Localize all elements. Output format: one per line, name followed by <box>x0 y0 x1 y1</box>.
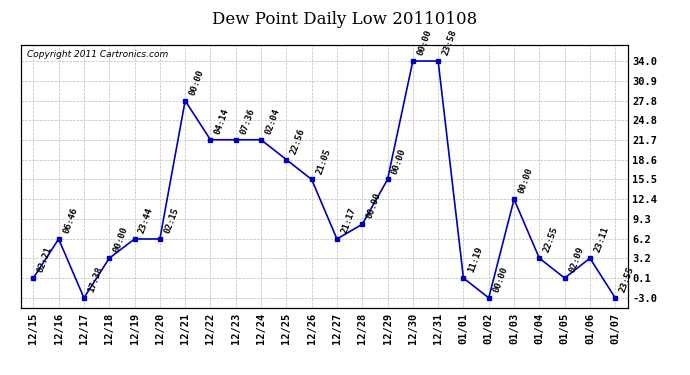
Text: 21:05: 21:05 <box>315 147 332 175</box>
Text: 21:17: 21:17 <box>339 207 357 235</box>
Text: Dew Point Daily Low 20110108: Dew Point Daily Low 20110108 <box>213 11 477 28</box>
Text: 00:00: 00:00 <box>415 28 433 57</box>
Text: 00:00: 00:00 <box>517 167 535 195</box>
Text: 06:46: 06:46 <box>61 207 79 235</box>
Text: 00:00: 00:00 <box>391 147 408 175</box>
Text: 23:55: 23:55 <box>618 266 635 294</box>
Text: 02:09: 02:09 <box>567 246 585 274</box>
Text: 00:00: 00:00 <box>112 226 130 254</box>
Text: 23:58: 23:58 <box>441 28 459 57</box>
Text: 11:19: 11:19 <box>466 246 484 274</box>
Text: 00:00: 00:00 <box>365 192 383 220</box>
Text: 02:15: 02:15 <box>163 207 180 235</box>
Text: 22:56: 22:56 <box>289 127 307 155</box>
Text: 00:00: 00:00 <box>188 68 206 96</box>
Text: Copyright 2011 Cartronics.com: Copyright 2011 Cartronics.com <box>27 50 168 59</box>
Text: 00:00: 00:00 <box>491 266 509 294</box>
Text: 07:36: 07:36 <box>239 107 256 136</box>
Text: 23:11: 23:11 <box>593 226 611 254</box>
Text: 04:14: 04:14 <box>213 107 231 136</box>
Text: 02:21: 02:21 <box>36 246 54 274</box>
Text: 23:44: 23:44 <box>137 207 155 235</box>
Text: 02:04: 02:04 <box>264 107 282 136</box>
Text: 17:38: 17:38 <box>87 266 104 294</box>
Text: 22:55: 22:55 <box>542 226 560 254</box>
